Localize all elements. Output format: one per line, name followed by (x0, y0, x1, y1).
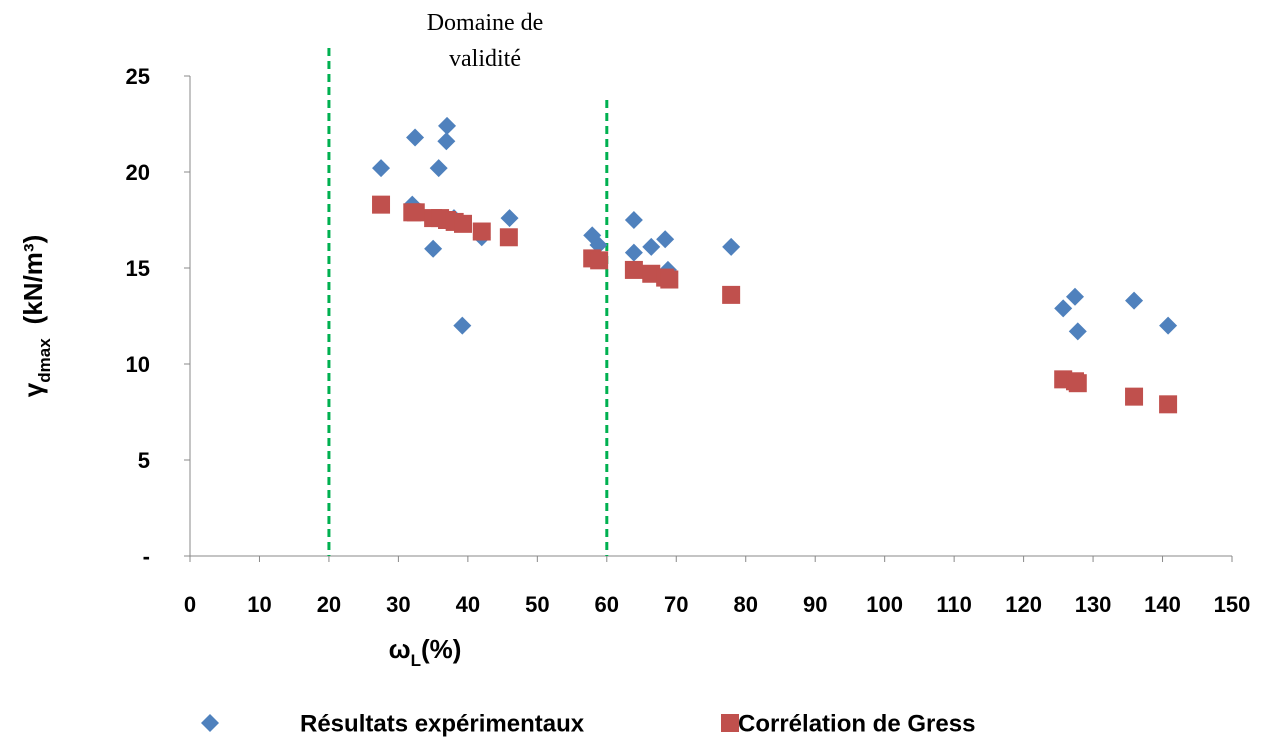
x-tick-label: 0 (184, 592, 196, 617)
point (424, 239, 443, 258)
point (1125, 291, 1144, 310)
point (429, 159, 448, 178)
y-tick-label: 5 (138, 448, 150, 473)
point (1159, 395, 1178, 414)
point (438, 116, 457, 135)
point (1066, 287, 1085, 306)
x-label-unit: (%) (421, 634, 461, 664)
y-label-unit: (kN/m³) (18, 235, 48, 325)
point (1068, 322, 1087, 341)
point (642, 237, 661, 256)
point (590, 251, 609, 270)
point (722, 285, 741, 304)
x-label-subscript: L (411, 651, 421, 670)
point (453, 316, 472, 335)
point (624, 211, 643, 229)
point (500, 209, 519, 228)
legend-marker (201, 714, 219, 732)
point (437, 132, 456, 151)
point (372, 195, 391, 214)
x-tick-label: 30 (386, 592, 410, 617)
point (454, 214, 473, 233)
y-tick-label: - (143, 544, 150, 569)
x-tick-label: 50 (525, 592, 549, 617)
legend-label: Résultats expérimentaux (300, 710, 585, 737)
legend-marker (721, 714, 739, 732)
x-tick-label: 70 (664, 592, 688, 617)
x-tick-label: 130 (1075, 592, 1112, 617)
y-tick-label: 25 (126, 64, 150, 89)
point (372, 159, 391, 178)
point (624, 243, 643, 262)
y-axis-label-group: γdmax (kN/m³) (18, 235, 54, 397)
point (406, 203, 425, 222)
point (1054, 299, 1073, 318)
x-tick-label: 120 (1005, 592, 1042, 617)
y-tick-label: 20 (126, 160, 150, 185)
y-tick-label: 10 (126, 352, 150, 377)
x-tick-label: 20 (317, 592, 341, 617)
y-label-subscript: dmax (35, 338, 54, 383)
x-tick-label: 100 (866, 592, 903, 617)
legend-label: Corrélation de Gress (738, 710, 975, 737)
x-tick-label: 140 (1144, 592, 1181, 617)
y-label-symbol: γ (18, 382, 48, 397)
point (1125, 387, 1144, 406)
x-tick-label: 150 (1214, 592, 1251, 617)
x-label-symbol: ω (389, 634, 411, 664)
x-tick-label: 60 (595, 592, 619, 617)
annotation: validité (449, 46, 521, 72)
point (656, 230, 675, 249)
y-axis-label: γdmax (kN/m³) (18, 235, 54, 397)
point (660, 270, 679, 289)
point (499, 228, 518, 247)
point (624, 260, 643, 279)
x-tick-label: 80 (733, 592, 757, 617)
x-tick-label: 110 (936, 592, 972, 617)
x-tick-label: 10 (247, 592, 271, 617)
x-axis-label: ωL(%) (389, 634, 462, 670)
point (1159, 316, 1178, 335)
annotation: Domaine de (427, 10, 544, 36)
point (1068, 374, 1087, 393)
x-tick-label: 40 (456, 592, 480, 617)
point (722, 237, 741, 256)
point (406, 128, 425, 147)
point (642, 264, 661, 283)
y-tick-label: 15 (126, 256, 150, 281)
x-tick-label: 90 (803, 592, 827, 617)
point (472, 222, 491, 241)
